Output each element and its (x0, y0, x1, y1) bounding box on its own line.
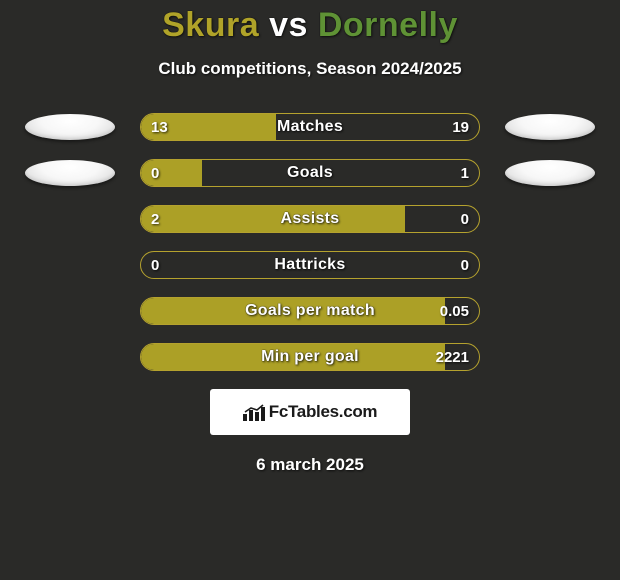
fctables-label: FcTables.com (269, 402, 378, 422)
badge-col-right (480, 160, 620, 186)
title: Skura vs Dornelly (0, 6, 620, 45)
stat-value-left: 13 (151, 114, 168, 140)
stat-row: Matches13 19 (0, 113, 620, 141)
comparison-card: Skura vs Dornelly Club competitions, Sea… (0, 0, 620, 580)
stat-value-right: 2221 (436, 344, 469, 370)
stat-bar: Min per goal2221 (140, 343, 480, 371)
stat-row: Min per goal2221 (0, 343, 620, 371)
stat-value-right: 0 (461, 206, 469, 232)
stat-row: Assists2 0 (0, 205, 620, 233)
stat-rows: Matches1319Goals01Assists20Hattricks00Go… (0, 113, 620, 371)
date-label: 6 march 2025 (0, 455, 620, 475)
stat-bar: Goals0 1 (140, 159, 480, 187)
stat-row: Goals0 1 (0, 159, 620, 187)
vs-text: vs (269, 6, 308, 44)
stat-bar: Hattricks0 0 (140, 251, 480, 279)
stat-bar: Goals per match0.05 (140, 297, 480, 325)
player1-badge (25, 160, 115, 186)
stat-row: Goals per match0.05 (0, 297, 620, 325)
stat-value-right: 19 (452, 114, 469, 140)
fctables-badge[interactable]: FcTables.com (210, 389, 410, 435)
fctables-logo-icon (243, 403, 265, 421)
stat-label: Assists (141, 206, 479, 232)
player1-name: Skura (162, 6, 259, 44)
stat-value-right: 1 (461, 160, 469, 186)
subtitle: Club competitions, Season 2024/2025 (0, 59, 620, 79)
stat-value-right: 0 (461, 252, 469, 278)
stat-value-left: 0 (151, 160, 159, 186)
badge-col-left (0, 114, 140, 140)
stat-value-right: 0.05 (440, 298, 469, 324)
stat-label: Min per goal (141, 344, 479, 370)
stat-label: Matches (141, 114, 479, 140)
player2-name: Dornelly (318, 6, 458, 44)
player2-badge (505, 114, 595, 140)
stat-label: Hattricks (141, 252, 479, 278)
stat-row: Hattricks0 0 (0, 251, 620, 279)
stat-label: Goals (141, 160, 479, 186)
stat-value-left: 2 (151, 206, 159, 232)
stat-label: Goals per match (141, 298, 479, 324)
player2-badge (505, 160, 595, 186)
player1-badge (25, 114, 115, 140)
stat-bar: Assists2 0 (140, 205, 480, 233)
badge-col-left (0, 160, 140, 186)
badge-col-right (480, 114, 620, 140)
stat-bar: Matches13 19 (140, 113, 480, 141)
stat-value-left: 0 (151, 252, 159, 278)
